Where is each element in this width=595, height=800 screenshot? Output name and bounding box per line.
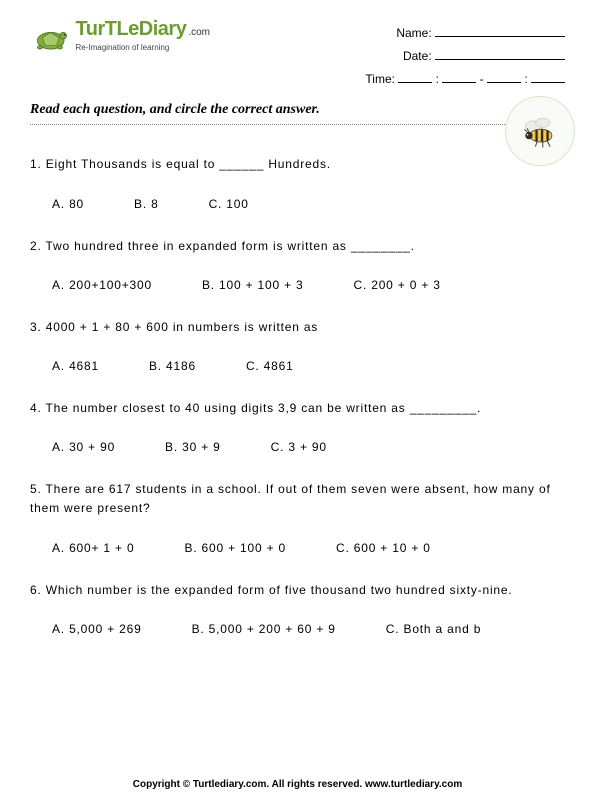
question-text: 3. 4000 + 1 + 80 + 600 in numbers is wri…: [30, 318, 565, 337]
answer-choice[interactable]: A. 4681: [52, 359, 99, 373]
answer-choice[interactable]: C. 100: [209, 197, 249, 211]
time-blank-1[interactable]: [398, 73, 432, 83]
question-text: 6. Which number is the expanded form of …: [30, 581, 565, 600]
questions-list: 1. Eight Thousands is equal to ______ Hu…: [30, 155, 565, 635]
answer-choice[interactable]: A. 200+100+300: [52, 278, 152, 292]
answer-choice[interactable]: B. 600 + 100 + 0: [184, 541, 286, 555]
tagline: Re-Imagination of learning: [76, 43, 211, 52]
instructions-text: Read each question, and circle the corre…: [30, 102, 320, 117]
answer-choice[interactable]: B. 100 + 100 + 3: [202, 278, 304, 292]
time-blank-4[interactable]: [531, 73, 565, 83]
answer-choice[interactable]: B. 5,000 + 200 + 60 + 9: [192, 622, 336, 636]
answer-choice[interactable]: A. 30 + 90: [52, 440, 115, 454]
name-blank[interactable]: [435, 27, 565, 37]
answer-choice[interactable]: B. 30 + 9: [165, 440, 221, 454]
logo-suffix: .com: [188, 27, 210, 38]
answer-choice[interactable]: C. 4861: [246, 359, 294, 373]
instructions: Read each question, and circle the corre…: [30, 102, 565, 125]
question-text: 5. There are 617 students in a school. I…: [30, 480, 565, 518]
question-block: 5. There are 617 students in a school. I…: [30, 480, 565, 554]
choices-row: A. 80 B. 8 C. 100: [30, 197, 565, 211]
question-text: 2. Two hundred three in expanded form is…: [30, 237, 565, 256]
name-label: Name:: [396, 26, 431, 40]
question-block: 1. Eight Thousands is equal to ______ Hu…: [30, 155, 565, 210]
answer-choice[interactable]: A. 5,000 + 269: [52, 622, 142, 636]
bee-badge: [505, 96, 575, 166]
date-blank[interactable]: [435, 50, 565, 60]
question-text: 1. Eight Thousands is equal to ______ Hu…: [30, 155, 565, 174]
header: TurTLeDiary.com Re-Imagination of learni…: [30, 18, 565, 90]
logo-text-secondary: Diary: [139, 18, 187, 40]
choices-row: A. 30 + 90 B. 30 + 9 C. 3 + 90: [30, 440, 565, 454]
meta-fields: Name: Date: Time: : - :: [365, 22, 565, 90]
question-block: 2. Two hundred three in expanded form is…: [30, 237, 565, 292]
choices-row: A. 5,000 + 269 B. 5,000 + 200 + 60 + 9 C. …: [30, 622, 565, 636]
time-label: Time:: [365, 72, 395, 86]
question-block: 4. The number closest to 40 using digits…: [30, 399, 565, 454]
footer: Copyright © Turtlediary.com. All rights …: [0, 779, 595, 790]
logo-text-primary: TurTLe: [76, 18, 139, 40]
turtle-icon: [30, 22, 72, 52]
bee-icon: [517, 108, 563, 154]
answer-choice[interactable]: A. 600+ 1 + 0: [52, 541, 134, 555]
answer-choice[interactable]: C. 600 + 10 + 0: [336, 541, 431, 555]
choices-row: A. 200+100+300 B. 100 + 100 + 3 C. 200 + 0…: [30, 278, 565, 292]
answer-choice[interactable]: A. 80: [52, 197, 84, 211]
date-label: Date:: [403, 49, 432, 63]
footer-text: Copyright © Turtlediary.com. All rights …: [133, 779, 462, 790]
time-blank-2[interactable]: [442, 73, 476, 83]
answer-choice[interactable]: C. 200 + 0 + 3: [354, 278, 441, 292]
worksheet-page: TurTLeDiary.com Re-Imagination of learni…: [0, 0, 595, 646]
answer-choice[interactable]: C. 3 + 90: [271, 440, 327, 454]
answer-choice[interactable]: B. 8: [134, 197, 159, 211]
question-block: 6. Which number is the expanded form of …: [30, 581, 565, 636]
logo: TurTLeDiary.com Re-Imagination of learni…: [30, 18, 210, 88]
choices-row: A. 600+ 1 + 0 B. 600 + 100 + 0 C. 600 + 10…: [30, 541, 565, 555]
choices-row: A. 4681 B. 4186 C. 4861: [30, 359, 565, 373]
time-blank-3[interactable]: [487, 73, 521, 83]
question-block: 3. 4000 + 1 + 80 + 600 in numbers is wri…: [30, 318, 565, 373]
question-text: 4. The number closest to 40 using digits…: [30, 399, 565, 418]
answer-choice[interactable]: C. Both a and b: [386, 622, 481, 636]
answer-choice[interactable]: B. 4186: [149, 359, 196, 373]
